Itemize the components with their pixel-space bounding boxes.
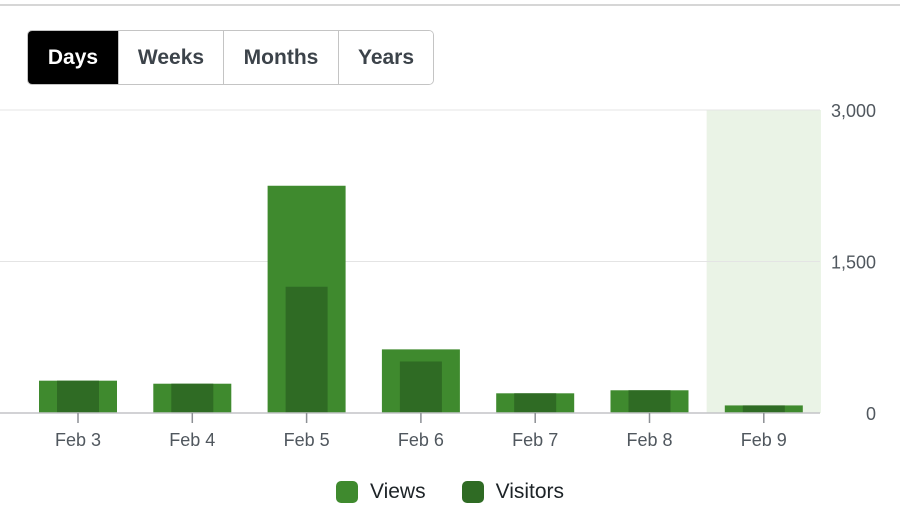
bar-visitors [628, 390, 671, 413]
legend-item-views[interactable]: Views [335, 480, 426, 504]
tab-months[interactable]: Months [223, 31, 338, 84]
legend-label-visitors: Visitors [495, 480, 565, 503]
x-tick-label: Feb 6 [398, 430, 444, 450]
top-divider [0, 4, 900, 6]
views-chart: 0 1,500 3,000 Feb 3 Feb 4 Feb 5 Feb 6 Feb 7 Feb … [0, 101, 876, 450]
x-tick-label: Feb 7 [512, 430, 558, 450]
bar-visitors [742, 405, 785, 413]
bar-visitors [514, 393, 557, 413]
x-tick-label: Feb 5 [284, 430, 330, 450]
chart-legend: Views Visitors [0, 480, 900, 504]
legend-swatch-visitors [461, 481, 484, 503]
bar-visitors [171, 383, 214, 413]
tab-years[interactable]: Years [338, 31, 433, 84]
x-tick-label: Feb 4 [169, 430, 215, 450]
legend-swatch-views [335, 481, 358, 503]
y-tick-label: 3,000 [831, 101, 876, 121]
y-tick-label: 0 [866, 404, 876, 424]
bar-visitors [285, 286, 328, 413]
tab-days[interactable]: Days [28, 31, 118, 84]
x-tick-label: Feb 8 [626, 430, 672, 450]
legend-item-visitors[interactable]: Visitors [461, 480, 565, 504]
bar-visitors [399, 361, 442, 413]
x-tick-label: Feb 3 [55, 430, 101, 450]
x-tick-label: Feb 9 [741, 430, 787, 450]
bar-visitors [57, 380, 99, 413]
period-tabs: Days Weeks Months Years [27, 30, 434, 85]
legend-label-views: Views [369, 480, 426, 503]
tab-weeks[interactable]: Weeks [118, 31, 223, 84]
y-tick-label: 1,500 [831, 253, 876, 273]
